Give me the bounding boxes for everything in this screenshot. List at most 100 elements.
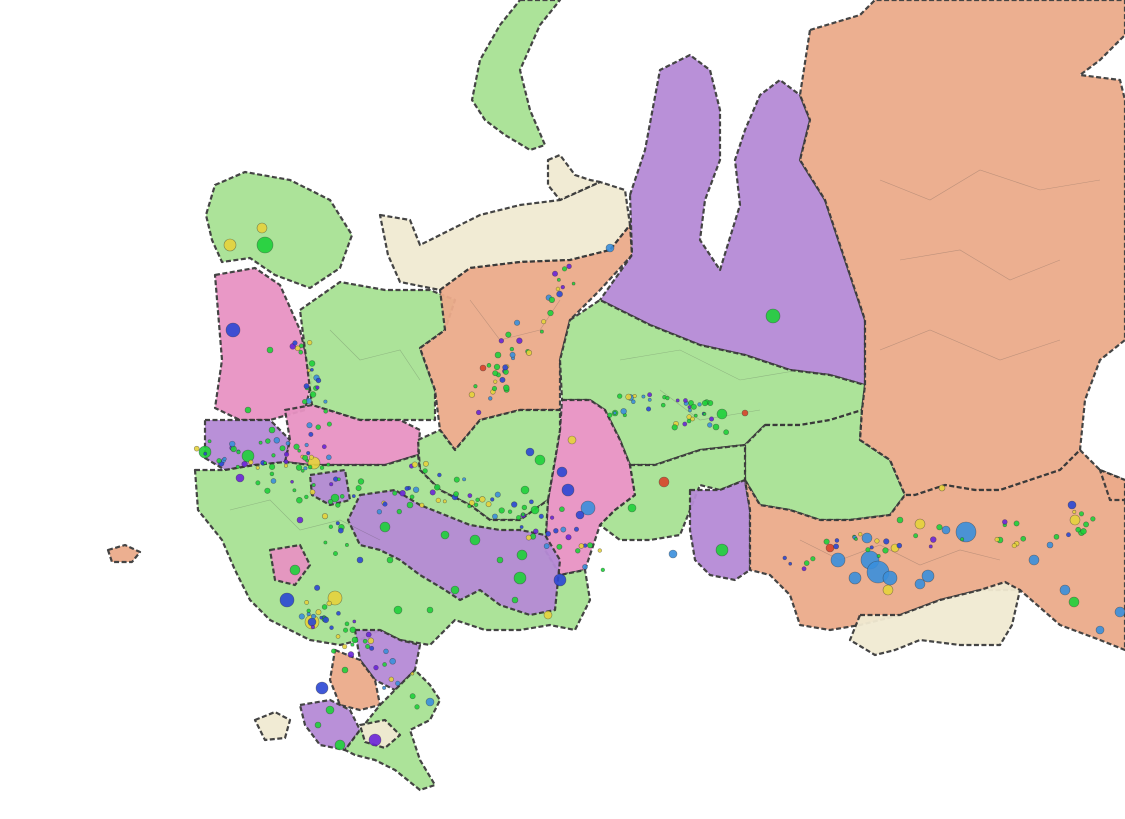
circle-marker-icon[interactable] (323, 399, 328, 404)
circle-marker-icon[interactable] (351, 494, 356, 499)
circle-marker-icon[interactable] (279, 592, 295, 608)
circle-marker-icon[interactable] (519, 525, 524, 529)
circle-marker-icon[interactable] (543, 543, 550, 550)
circle-marker-icon[interactable] (293, 443, 300, 450)
circle-marker-icon[interactable] (1066, 532, 1071, 538)
circle-marker-icon[interactable] (309, 489, 316, 495)
circle-marker-icon[interactable] (268, 426, 276, 434)
circle-marker-icon[interactable] (334, 739, 346, 751)
circle-marker-icon[interactable] (468, 499, 475, 506)
circle-marker-icon[interactable] (321, 513, 329, 520)
circle-marker-icon[interactable] (307, 464, 313, 470)
circle-marker-icon[interactable] (556, 543, 563, 550)
circle-marker-icon[interactable] (379, 521, 391, 533)
region-novosibirsk[interactable] (743, 448, 1125, 652)
circle-marker-icon[interactable] (382, 685, 387, 690)
circle-marker-icon[interactable] (1020, 535, 1027, 542)
circle-marker-icon[interactable] (525, 534, 532, 541)
circle-marker-icon[interactable] (270, 478, 277, 484)
circle-marker-icon[interactable] (834, 538, 840, 543)
region-kaliningrad[interactable] (106, 543, 142, 564)
circle-marker-icon[interactable] (587, 542, 593, 549)
circle-marker-icon[interactable] (617, 393, 623, 399)
circle-marker-icon[interactable] (499, 376, 506, 383)
circle-marker-icon[interactable] (467, 493, 473, 499)
circle-marker-icon[interactable] (244, 406, 252, 414)
circle-marker-icon[interactable] (422, 468, 428, 474)
circle-marker-icon[interactable] (707, 422, 713, 428)
circle-marker-icon[interactable] (296, 496, 303, 504)
circle-marker-icon[interactable] (335, 502, 341, 508)
circle-marker-icon[interactable] (683, 398, 688, 403)
circle-marker-icon[interactable] (1059, 584, 1071, 596)
circle-marker-icon[interactable] (1072, 509, 1077, 514)
circle-marker-icon[interactable] (556, 466, 568, 478)
circle-marker-icon[interactable] (241, 460, 248, 468)
circle-marker-icon[interactable] (930, 536, 937, 543)
circle-marker-icon[interactable] (503, 384, 510, 391)
circle-marker-icon[interactable] (741, 409, 749, 417)
circle-marker-icon[interactable] (511, 501, 518, 508)
circle-marker-icon[interactable] (513, 571, 527, 585)
circle-marker-icon[interactable] (534, 454, 546, 466)
circle-marker-icon[interactable] (578, 543, 585, 549)
circle-marker-icon[interactable] (573, 526, 579, 532)
circle-marker-icon[interactable] (561, 483, 575, 497)
circle-marker-icon[interactable] (382, 501, 388, 507)
circle-marker-icon[interactable] (350, 642, 355, 647)
circle-marker-icon[interactable] (414, 704, 420, 710)
circle-marker-icon[interactable] (304, 599, 310, 605)
circle-marker-icon[interactable] (333, 551, 338, 557)
circle-marker-icon[interactable] (658, 476, 670, 488)
circle-marker-icon[interactable] (547, 309, 554, 317)
circle-marker-icon[interactable] (386, 556, 394, 564)
circle-marker-icon[interactable] (960, 537, 965, 542)
circle-marker-icon[interactable] (308, 454, 314, 460)
circle-marker-icon[interactable] (607, 412, 613, 418)
circle-marker-icon[interactable] (389, 658, 396, 665)
circle-marker-icon[interactable] (330, 493, 340, 503)
circle-marker-icon[interactable] (271, 453, 276, 458)
circle-marker-icon[interactable] (620, 408, 627, 415)
circle-marker-icon[interactable] (494, 351, 502, 359)
circle-marker-icon[interactable] (326, 600, 332, 607)
circle-marker-icon[interactable] (693, 413, 698, 418)
circle-marker-icon[interactable] (223, 238, 237, 252)
circle-marker-icon[interactable] (300, 468, 305, 473)
circle-marker-icon[interactable] (315, 681, 329, 695)
circle-marker-icon[interactable] (514, 319, 521, 326)
circle-marker-icon[interactable] (406, 501, 414, 509)
circle-marker-icon[interactable] (830, 552, 846, 568)
circle-marker-icon[interactable] (646, 406, 652, 412)
circle-marker-icon[interactable] (426, 606, 434, 614)
circle-marker-icon[interactable] (321, 604, 328, 610)
circle-marker-icon[interactable] (688, 408, 692, 413)
circle-marker-icon[interactable] (388, 676, 394, 683)
circle-marker-icon[interactable] (605, 243, 615, 253)
circle-marker-icon[interactable] (921, 569, 935, 583)
circle-marker-icon[interactable] (307, 368, 311, 373)
circle-marker-icon[interactable] (631, 399, 636, 404)
circle-marker-icon[interactable] (296, 516, 304, 524)
circle-marker-icon[interactable] (323, 408, 329, 414)
circle-marker-icon[interactable] (632, 393, 637, 399)
circle-marker-icon[interactable] (530, 505, 540, 515)
circle-marker-icon[interactable] (716, 408, 728, 420)
circle-marker-icon[interactable] (319, 465, 325, 470)
region-volga-cluster[interactable] (346, 488, 562, 617)
circle-marker-icon[interactable] (273, 437, 280, 444)
circle-marker-icon[interactable] (896, 516, 904, 524)
circle-marker-icon[interactable] (337, 527, 344, 534)
circle-marker-icon[interactable] (326, 454, 332, 461)
circle-marker-icon[interactable] (339, 494, 345, 499)
circle-marker-icon[interactable] (549, 515, 555, 520)
circle-marker-icon[interactable] (295, 464, 303, 471)
circle-marker-icon[interactable] (955, 521, 977, 543)
circle-marker-icon[interactable] (329, 625, 334, 630)
circle-marker-icon[interactable] (344, 543, 349, 547)
circle-marker-icon[interactable] (553, 528, 559, 534)
circle-marker-icon[interactable] (671, 424, 678, 431)
circle-marker-icon[interactable] (314, 584, 321, 591)
circle-marker-icon[interactable] (425, 697, 435, 707)
circle-marker-icon[interactable] (833, 543, 839, 550)
